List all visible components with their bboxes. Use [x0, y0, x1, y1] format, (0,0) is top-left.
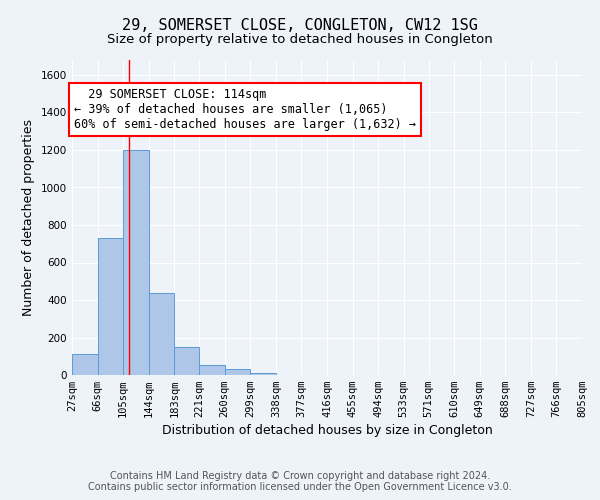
- Text: 29, SOMERSET CLOSE, CONGLETON, CW12 1SG: 29, SOMERSET CLOSE, CONGLETON, CW12 1SG: [122, 18, 478, 32]
- Bar: [98, 238, 123, 375]
- Bar: [199, 364, 225, 375]
- X-axis label: Distribution of detached houses by size in Congleton: Distribution of detached houses by size …: [161, 424, 493, 438]
- Bar: [72, 354, 98, 375]
- Text: Size of property relative to detached houses in Congleton: Size of property relative to detached ho…: [107, 32, 493, 46]
- Y-axis label: Number of detached properties: Number of detached properties: [22, 119, 35, 316]
- Text: Contains HM Land Registry data © Crown copyright and database right 2024.
Contai: Contains HM Land Registry data © Crown c…: [88, 471, 512, 492]
- Bar: [149, 294, 174, 375]
- Text: 29 SOMERSET CLOSE: 114sqm
← 39% of detached houses are smaller (1,065)
60% of se: 29 SOMERSET CLOSE: 114sqm ← 39% of detac…: [74, 88, 416, 131]
- Bar: [123, 150, 149, 375]
- Bar: [250, 373, 276, 375]
- Bar: [225, 370, 250, 375]
- Bar: [174, 347, 199, 375]
